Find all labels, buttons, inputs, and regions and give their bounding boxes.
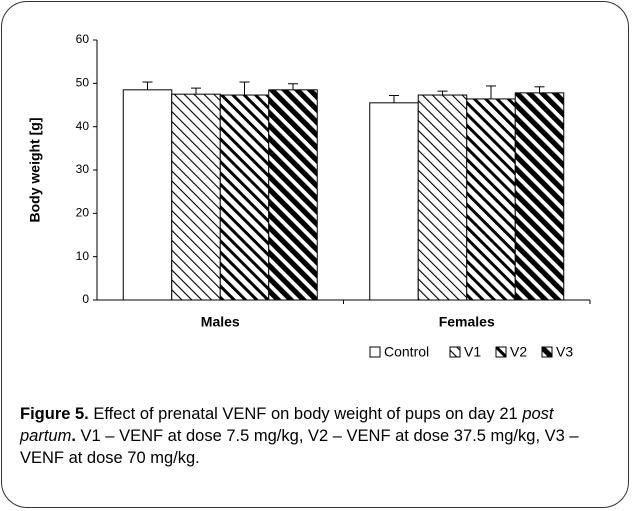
bar — [219, 94, 270, 301]
bar — [417, 94, 468, 301]
caption-label: Figure 5. — [20, 405, 89, 423]
caption-text: V1 – VENF at dose 7.5 mg/kg, V2 – VENF a… — [20, 427, 579, 467]
caption: Figure 5. Effect of prenatal VENF on bod… — [20, 403, 612, 469]
caption-text: . — [71, 427, 76, 445]
chart: Body weight [g] 0 10 20 30 40 50 60 Males Female… — [27, 32, 591, 360]
x-tick-label: Females — [439, 314, 495, 330]
legend-label: V2 — [510, 344, 527, 360]
y-tick-label: 40 — [76, 119, 90, 133]
y-tick-label: 30 — [76, 162, 90, 176]
legend-label: V1 — [464, 344, 481, 360]
y-axis-label: Body weight [g] — [27, 118, 43, 223]
bar — [369, 102, 419, 301]
y-tick-label: 60 — [76, 32, 90, 46]
bar — [514, 92, 565, 301]
bar — [122, 89, 173, 301]
bar — [268, 89, 318, 301]
legend-label: V3 — [556, 344, 573, 360]
caption-text: Effect of prenatal VENF on body weight o… — [88, 405, 523, 423]
y-tick-label: 0 — [82, 292, 89, 306]
x-tick-label: Males — [201, 314, 240, 330]
legend-swatch — [369, 346, 381, 358]
legend-swatch — [495, 346, 507, 358]
y-tick-label: 50 — [76, 76, 90, 90]
legend-swatch — [541, 346, 553, 358]
caption-italic: post partum — [20, 405, 554, 445]
y-tick-label: 10 — [76, 249, 90, 263]
bar — [171, 93, 221, 301]
y-tick-label: 20 — [76, 206, 90, 220]
legend-swatch — [449, 346, 461, 358]
bar — [466, 98, 516, 301]
legend-label: Control — [384, 344, 429, 360]
